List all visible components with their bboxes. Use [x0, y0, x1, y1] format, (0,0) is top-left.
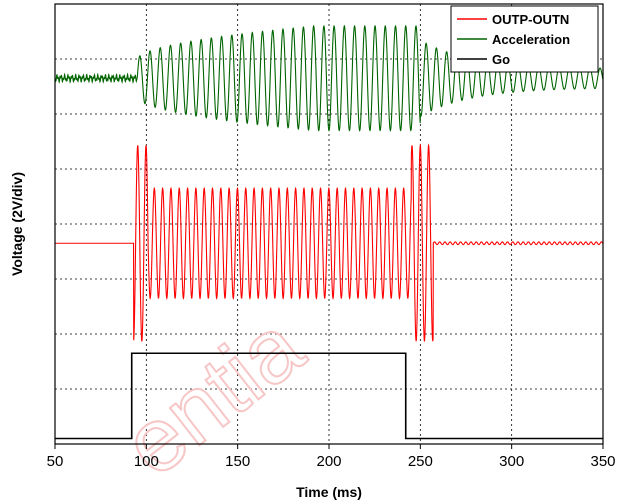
- x-tick-label: 150: [225, 453, 250, 470]
- grid: [55, 4, 603, 444]
- legend: OUTP-OUTN Acceleration Go: [450, 5, 599, 73]
- x-tick-label: 50: [47, 453, 64, 470]
- x-tick-label: 350: [590, 453, 615, 470]
- x-tick-label: 100: [134, 453, 159, 470]
- x-axis-title: Time (ms): [296, 484, 362, 500]
- series-line-go: [55, 352, 603, 440]
- legend-label: OUTP-OUTN: [492, 12, 569, 27]
- series-line-acceleration: [54, 24, 604, 132]
- legend-label: Acceleration: [492, 32, 570, 47]
- legend-label: Go: [492, 52, 510, 67]
- x-tick-label: 300: [499, 453, 524, 470]
- x-tick-label: 250: [408, 453, 433, 470]
- x-ticks: 50 100 150 200 250 300 350: [47, 444, 616, 470]
- y-axis-title: Voltage (2V/div): [9, 172, 25, 276]
- series-group: [54, 24, 604, 440]
- series-line-outp-outn: [55, 143, 604, 342]
- x-tick-label: 200: [316, 453, 341, 470]
